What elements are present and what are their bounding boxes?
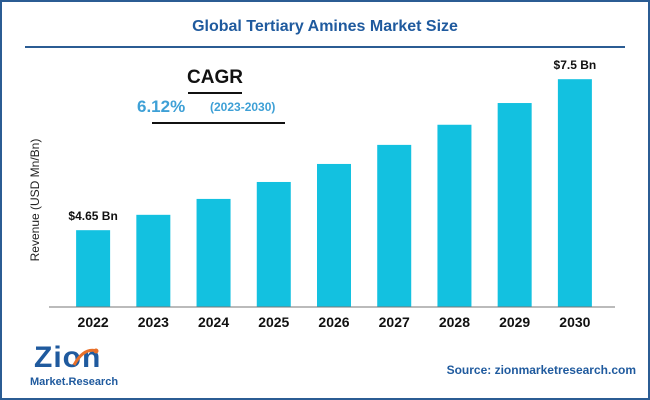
data-label-2022: $4.65 Bn	[68, 209, 117, 223]
cagr-range: (2023-2030)	[210, 100, 276, 114]
x-tick-label-2024: 2024	[198, 314, 229, 330]
x-tick-label-2030: 2030	[559, 314, 590, 330]
x-tick-label-2028: 2028	[439, 314, 470, 330]
title-underline	[25, 46, 625, 48]
logo-subtitle: Market.Research	[30, 376, 119, 388]
x-tick-label-2022: 2022	[78, 314, 109, 330]
x-tick-label-2025: 2025	[258, 314, 289, 330]
bar-2023	[136, 214, 171, 307]
bar-2027	[377, 144, 412, 307]
source-credit: Source: zionmarketresearch.com	[446, 363, 636, 377]
cagr-label-rule	[188, 92, 242, 94]
logo-swoosh-icon	[72, 348, 99, 366]
zion-logo: Zion Market.Research	[30, 343, 140, 393]
x-tick-labels: 2022 2023 2024 2025 2026 2027 2028 2029 2030	[78, 314, 591, 330]
chart-title: Global Tertiary Amines Market Size	[192, 18, 458, 35]
data-label-2030: $7.5 Bn	[554, 58, 597, 72]
bar-2028	[437, 124, 472, 307]
data-labels: $4.65 Bn $7.5 Bn	[68, 58, 596, 223]
cagr-value-rule	[152, 122, 285, 124]
bar-2030	[557, 79, 592, 307]
bar-2022	[76, 230, 111, 307]
logo-brand: Zion	[34, 341, 102, 374]
cagr-label: CAGR	[187, 67, 243, 88]
x-tick-label-2023: 2023	[138, 314, 169, 330]
x-tick-label-2026: 2026	[318, 314, 349, 330]
bar-2024	[196, 198, 231, 307]
x-tick-label-2029: 2029	[499, 314, 530, 330]
x-tick-label-2027: 2027	[379, 314, 410, 330]
bar-2029	[497, 103, 532, 307]
y-axis-label: Revenue (USD Mn/Bn)	[28, 138, 42, 262]
bar-2025	[256, 181, 291, 307]
cagr-value: 6.12%	[137, 97, 186, 116]
bar-2026	[317, 163, 351, 307]
bars-group	[76, 79, 592, 307]
